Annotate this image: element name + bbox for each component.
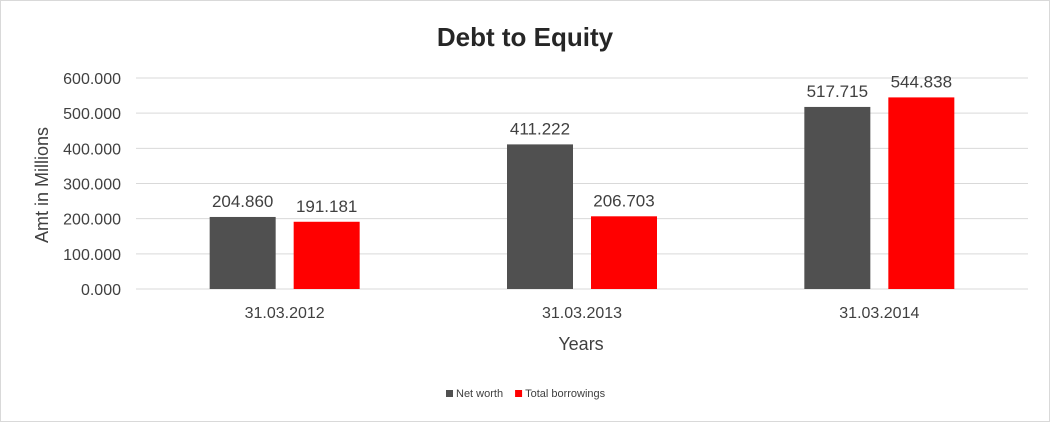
- bar-total-borrowings: [293, 221, 360, 289]
- bar-net-worth: [209, 216, 276, 289]
- y-axis-title: Amt in Millions: [32, 127, 52, 243]
- y-tick-label: 400.000: [63, 141, 121, 158]
- data-label: 206.703: [593, 191, 654, 210]
- y-tick-label: 200.000: [63, 212, 121, 229]
- data-label: 517.715: [807, 82, 868, 101]
- x-axis-title: Years: [558, 334, 603, 354]
- y-tick-label: 300.000: [63, 177, 121, 194]
- x-tick-label: 31.03.2014: [839, 305, 919, 322]
- data-labels: 204.860 191.181 411.222 206.703 517.715 544.8…: [212, 72, 952, 215]
- bars: [209, 97, 955, 289]
- legend: Net worth Total borrowings: [446, 388, 606, 400]
- data-label: 544.838: [891, 72, 952, 91]
- gridlines: [136, 77, 1028, 290]
- bar-total-borrowings: [591, 216, 657, 289]
- data-label: 191.181: [296, 197, 357, 216]
- legend-swatch: [515, 390, 523, 397]
- data-label: 411.222: [510, 119, 570, 138]
- legend-label: Total borrowings: [525, 388, 606, 400]
- legend-label: Net worth: [456, 388, 503, 400]
- bar-net-worth: [804, 106, 871, 289]
- y-tick-label: 0.000: [81, 282, 121, 299]
- legend-swatch: [446, 390, 453, 397]
- x-tick-label: 31.03.2013: [542, 305, 622, 322]
- x-axis-tick-labels: 31.03.2012 31.03.2013 31.03.2014: [245, 305, 920, 322]
- data-label: 204.860: [212, 192, 273, 211]
- y-tick-label: 600.000: [63, 71, 121, 88]
- y-axis-tick-labels: 0.000 100.000 200.000 300.000 400.000 500.000…: [63, 71, 121, 299]
- x-tick-label: 31.03.2012: [245, 305, 325, 322]
- y-tick-label: 100.000: [63, 247, 121, 264]
- bar-total-borrowings: [888, 97, 955, 289]
- y-tick-label: 500.000: [63, 106, 121, 123]
- chart-title: Debt to Equity: [437, 22, 614, 52]
- bar-net-worth: [507, 144, 573, 289]
